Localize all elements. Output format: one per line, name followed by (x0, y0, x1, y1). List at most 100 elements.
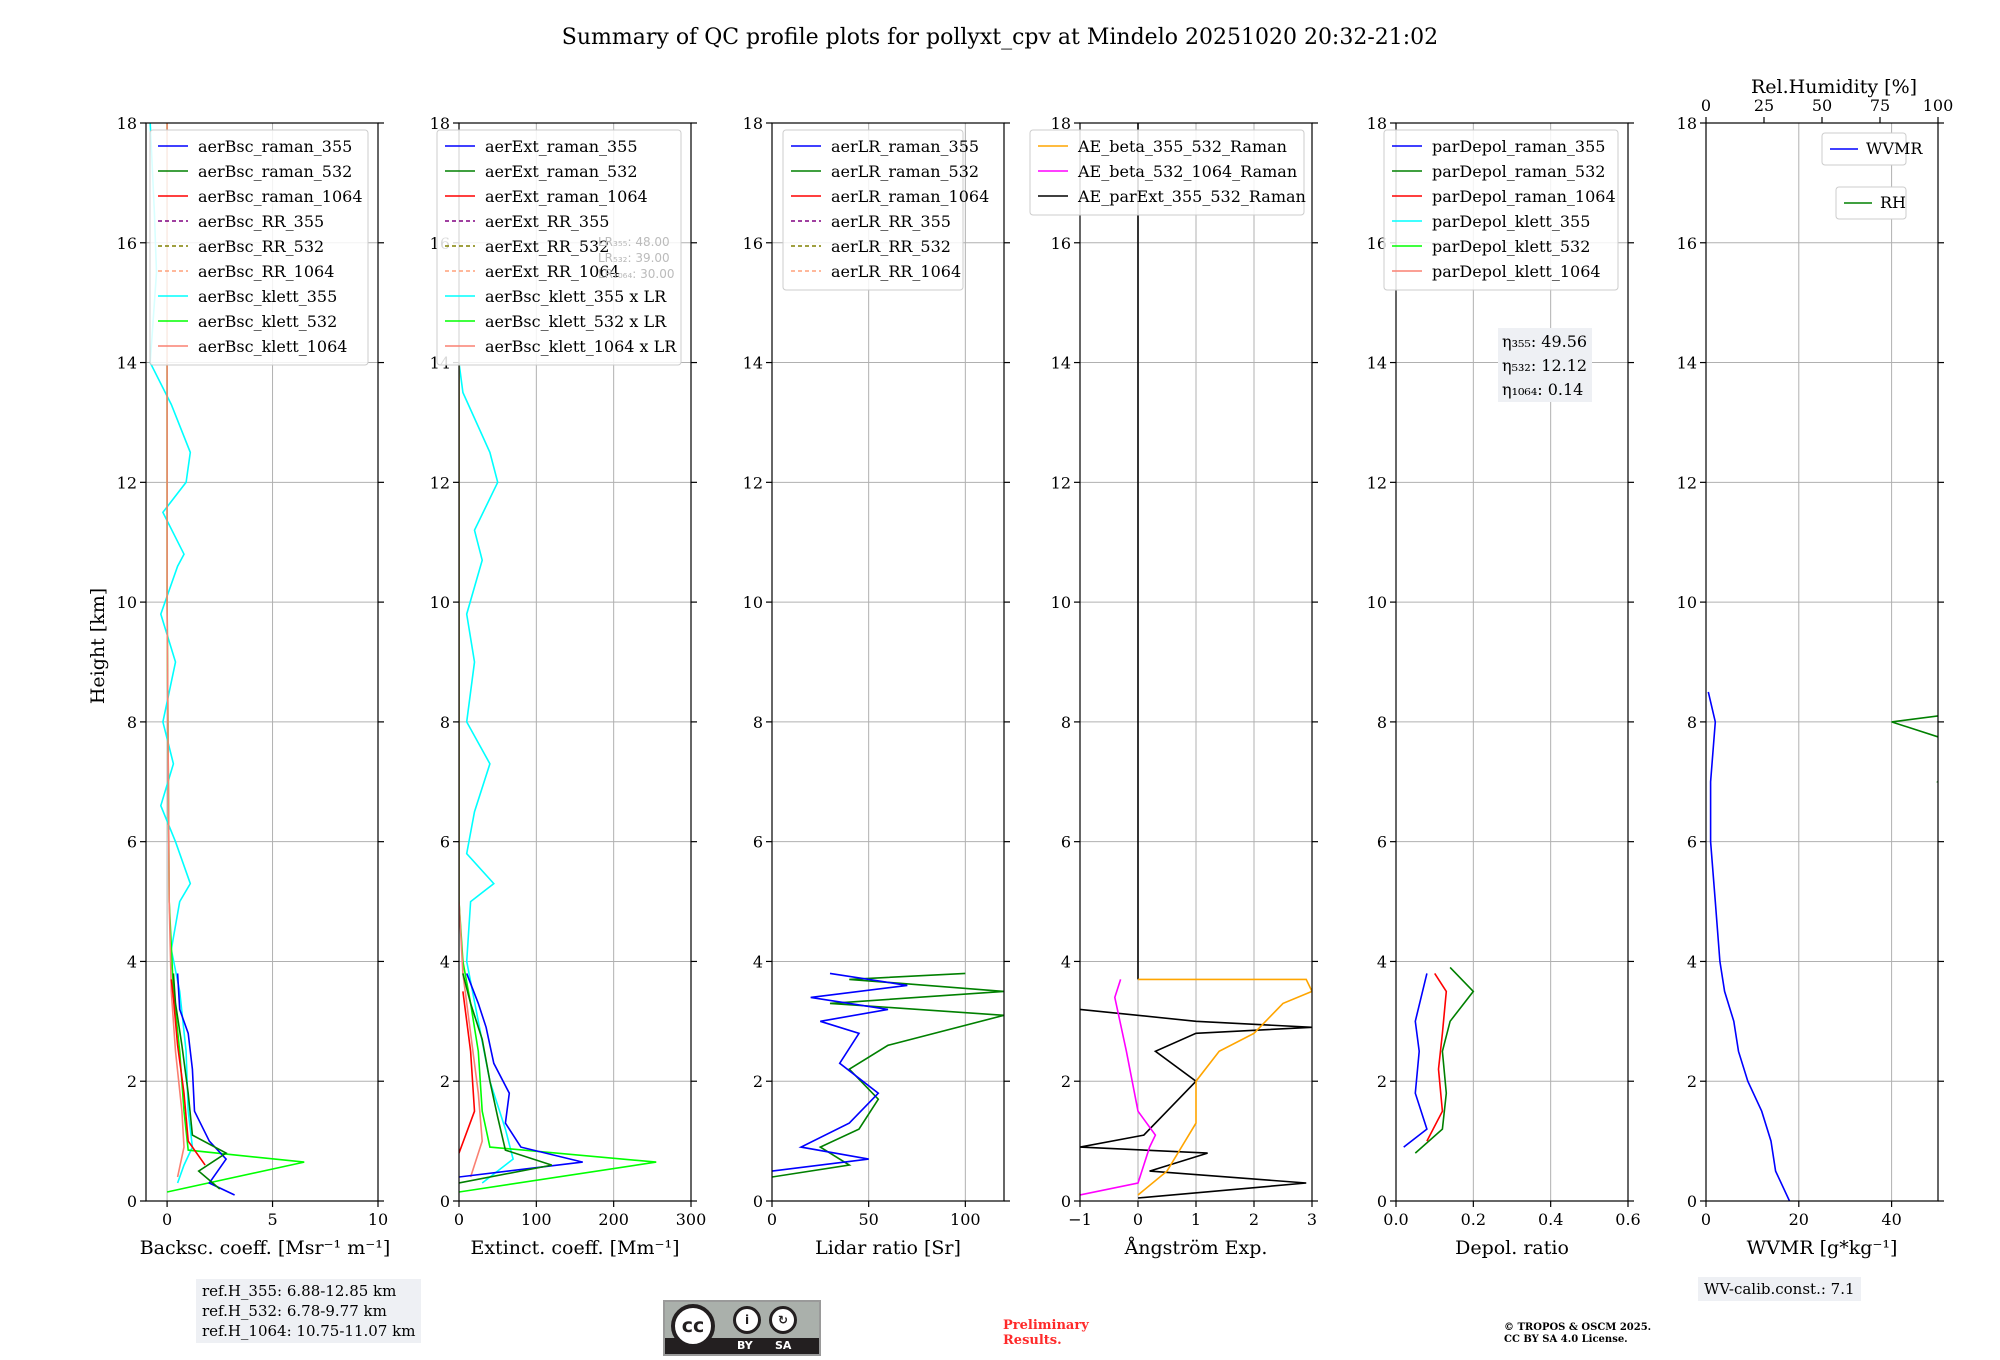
x-tick-label: 0 (767, 1210, 777, 1229)
x-tick-label: 0.2 (1461, 1210, 1486, 1229)
series-line-aerext-raman-1064 (459, 991, 476, 1154)
y-tick-label: 14 (1677, 354, 1697, 373)
x2-axis-label: Rel.Humidity [%] (1751, 76, 1917, 98)
series-line-aerbsc-raman-1064 (170, 979, 206, 1166)
y-tick-label: 16 (1367, 234, 1387, 253)
x-tick-label: −1 (1068, 1210, 1092, 1229)
panel-frame (145, 122, 379, 1202)
series-line-aerbsc-klett-1064-x-lr (459, 362, 484, 1178)
x-axis-label: Lidar ratio [Sr] (815, 1237, 961, 1259)
y-tick-label: 8 (1377, 713, 1387, 732)
eta-label: η₁₀₆₄: 0.14 (1502, 380, 1583, 399)
series-line-ae-beta-355-532-raman (1137, 978, 1312, 1196)
legend-box (1029, 129, 1305, 216)
legend-label: aerLR_raman_355 (831, 137, 979, 156)
x2-tick-label: 50 (1812, 96, 1832, 115)
y-tick-label: 6 (753, 833, 763, 852)
x-axis-label: Depol. ratio (1455, 1237, 1569, 1259)
y-tick-label: 2 (1687, 1072, 1697, 1091)
y-tick-label: 2 (1377, 1072, 1387, 1091)
sa-label: SA (775, 1339, 792, 1352)
y-tick-label: 4 (127, 952, 137, 971)
y-tick-label: 6 (1377, 833, 1387, 852)
y-tick-label: 4 (1377, 952, 1387, 971)
by-attribution-icon: i (733, 1306, 761, 1334)
y-tick-label: 4 (753, 952, 763, 971)
y-tick-label: 8 (753, 713, 763, 732)
y-tick-label: 6 (1687, 833, 1697, 852)
y-tick-label: 10 (1677, 593, 1697, 612)
legend-label: aerBsc_RR_532 (198, 237, 324, 256)
series-line-aerbsc-klett-532-x-lr (459, 362, 657, 1193)
y-tick-label: 8 (440, 713, 450, 732)
y-tick-label: 8 (1061, 713, 1071, 732)
legend-box (1821, 132, 1907, 166)
y-tick-label: 2 (127, 1072, 137, 1091)
y-tick-label: 14 (1051, 354, 1071, 373)
x-axis-label: Extinct. coeff. [Mm⁻¹] (470, 1237, 679, 1259)
copyright-line-2: CC BY SA 4.0 License. (1504, 1334, 1628, 1345)
y-tick-label: 18 (430, 114, 450, 133)
y-tick-label: 2 (1061, 1072, 1071, 1091)
x2-tick-label: 75 (1870, 96, 1890, 115)
series-line-aerbsc-klett-355 (149, 123, 194, 1184)
x-tick-label: 5 (267, 1210, 277, 1229)
y-tick-label: 4 (440, 952, 450, 971)
legend-box (1383, 129, 1619, 291)
x-tick-label: 0.0 (1383, 1210, 1408, 1229)
y-tick-label: 14 (117, 354, 137, 373)
lidar-ratio-label: LR₁₀₆₄: 30.00 (598, 267, 674, 281)
x2-tick-label: 25 (1754, 96, 1774, 115)
legend-label: aerExt_RR_1064 (485, 262, 620, 281)
legend-label: aerExt_raman_355 (485, 137, 638, 156)
legend-label: AE_parExt_355_532_Raman (1077, 187, 1306, 206)
legend-label: aerBsc_raman_1064 (198, 187, 363, 206)
x-tick-label: 10 (368, 1210, 388, 1229)
legend-label: parDepol_raman_355 (1432, 137, 1605, 156)
y-tick-label: 12 (1367, 473, 1387, 492)
legend-label: aerLR_RR_355 (831, 212, 951, 231)
legend-label: aerLR_RR_1064 (831, 262, 961, 281)
legend-label: aerExt_raman_1064 (485, 187, 648, 206)
legend-label: aerBsc_klett_355 (198, 287, 337, 306)
x2-tick-label: 100 (1923, 96, 1954, 115)
legend-label: aerLR_raman_1064 (831, 187, 989, 206)
y-tick-label: 8 (1687, 713, 1697, 732)
legend-label: AE_beta_532_1064_Raman (1077, 162, 1297, 181)
x-axis-label: WVMR [g*kg⁻¹] (1747, 1237, 1898, 1259)
legend-box (782, 129, 964, 291)
y-tick-label: 16 (1051, 234, 1071, 253)
series-group (149, 123, 305, 1196)
series-group (1080, 123, 1312, 1199)
legend-label: aerExt_raman_532 (485, 162, 638, 181)
x-tick-label: 200 (598, 1210, 629, 1229)
legend-label: parDepol_raman_532 (1432, 162, 1605, 181)
legend-label: parDepol_klett_355 (1432, 212, 1590, 231)
x-tick-label: 0.6 (1615, 1210, 1640, 1229)
y-tick-label: 0 (440, 1192, 450, 1211)
y-axis-label: Height [km] (87, 588, 109, 704)
x-tick-label: 0 (1133, 1210, 1143, 1229)
cc-by-sa-badge: cc i ↻ BY SA (663, 1300, 821, 1356)
lidar-ratio-label: LR₅₃₂: 39.00 (598, 251, 670, 265)
series-group (459, 362, 657, 1193)
y-tick-label: 18 (1677, 114, 1697, 133)
y-tick-label: 18 (743, 114, 763, 133)
y-tick-label: 12 (1677, 473, 1697, 492)
by-label: BY (737, 1339, 753, 1352)
x-tick-label: 40 (1881, 1210, 1901, 1229)
series-line-aerext-raman-532 (459, 973, 553, 1184)
series-group (1403, 966, 1475, 1154)
y-tick-label: 10 (430, 593, 450, 612)
legend-label: aerBsc_RR_1064 (198, 262, 334, 281)
legend-label: aerExt_RR_355 (485, 212, 609, 231)
legend-label: aerLR_raman_532 (831, 162, 979, 181)
preliminary-line-2: Results. (1003, 1333, 1062, 1348)
y-tick-label: 12 (430, 473, 450, 492)
series-line-pardepol-raman-532 (1414, 966, 1475, 1154)
eta-label: η₅₃₂: 12.12 (1502, 356, 1587, 375)
legend-label: aerExt_RR_532 (485, 237, 609, 256)
panel-frame (1705, 122, 1939, 1202)
panel-frame (771, 122, 1005, 1202)
